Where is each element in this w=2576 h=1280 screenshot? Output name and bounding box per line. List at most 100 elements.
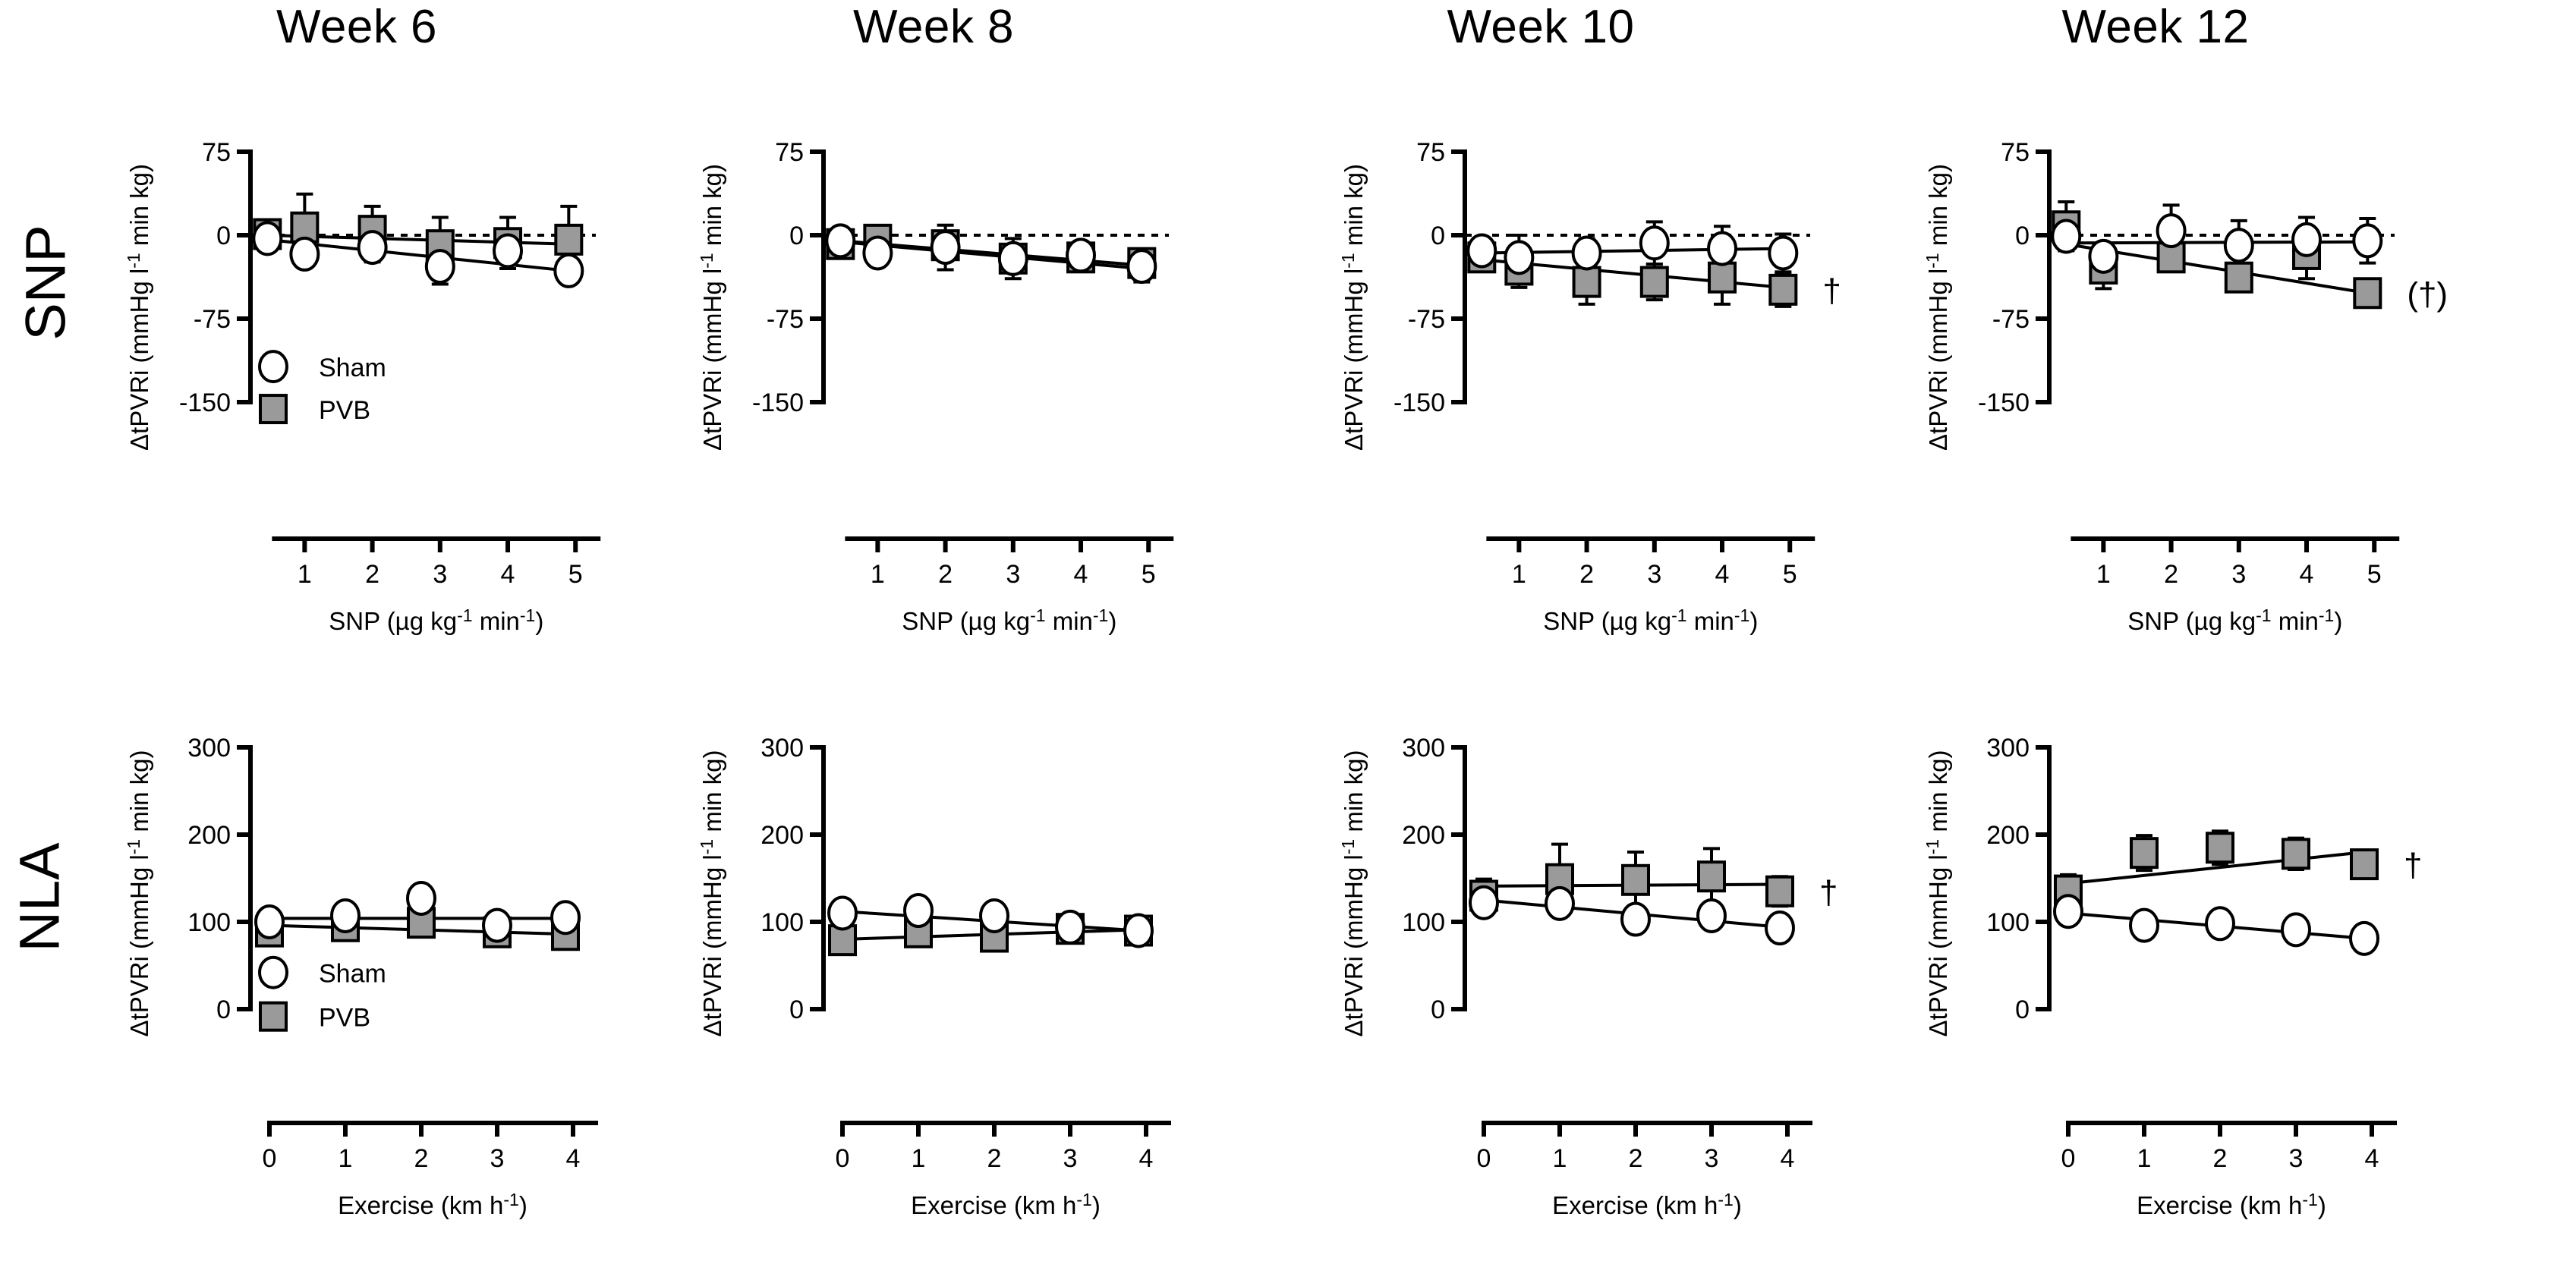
data-point-pvb xyxy=(2353,277,2382,310)
x-tick-label: 3 xyxy=(433,560,447,589)
chart-snp-week8: 75 0 -75 -150 ΔtPVRi (mmHg l-1 min kg) 1 2 3 4 5S… xyxy=(697,138,1174,635)
y-axis-title: ΔtPVRi (mmHg l-1 min kg) xyxy=(1923,750,1952,1036)
data-point-pvb xyxy=(2206,832,2234,864)
y-axis-title: ΔtPVRi (mmHg l-1 min kg) xyxy=(1338,164,1368,451)
y-tick-label: 0 xyxy=(789,222,804,250)
data-point-sham xyxy=(493,233,524,269)
data-point-sham xyxy=(482,907,512,943)
legend-label-sham: Sham xyxy=(319,960,386,989)
y-tick-label: 0 xyxy=(216,995,231,1024)
data-point-sham xyxy=(1620,901,1651,937)
x-tick-label: 5 xyxy=(568,560,583,589)
x-axis-title: SNP (µg kg-1 min-1) xyxy=(1543,605,1758,635)
data-point-pvb xyxy=(1765,875,1794,907)
fit-line-sham xyxy=(267,237,569,272)
y-axis-title: ΔtPVRi (mmHg l-1 min kg) xyxy=(1923,164,1952,451)
column-title-week6: Week 6 xyxy=(276,1,438,53)
x-tick-label: 3 xyxy=(1063,1144,1078,1173)
legend-marker-pvb xyxy=(259,394,288,425)
panel-snp-week12: 75 0 -75 -150 ΔtPVRi (mmHg l-1 min kg) 1 2 3 4 5 S… xyxy=(1860,129,2516,653)
x-tick-label: 2 xyxy=(1629,1144,1643,1173)
x-tick-label: 3 xyxy=(1705,1144,1719,1173)
data-point-sham xyxy=(903,893,934,929)
panel-snp-week6: 75 0 -75 -150 ΔtPVRi (mmHg l-1 min kg) 1 2 3 4 5 S… xyxy=(61,129,717,653)
data-point-sham xyxy=(1504,240,1535,275)
x-tick-label: 3 xyxy=(1647,560,1661,589)
data-point-sham xyxy=(2223,228,2254,263)
x-tick-label: 5 xyxy=(1783,560,1797,589)
x-tick-label: 1 xyxy=(2096,560,2111,589)
data-point-sham xyxy=(1571,235,1602,271)
x-tick-label: 4 xyxy=(1715,560,1730,589)
data-point-pvb xyxy=(1621,863,1650,896)
x-tick-label: 0 xyxy=(1477,1144,1491,1173)
y-tick-label: -75 xyxy=(194,305,231,334)
x-axis-title: SNP (µg kg-1 min-1) xyxy=(902,605,1116,635)
x-tick-label: 4 xyxy=(1074,560,1088,589)
legend-label-sham: Sham xyxy=(319,354,386,382)
data-point-sham xyxy=(289,236,320,272)
data-point-sham xyxy=(1639,225,1670,261)
data-point-pvb xyxy=(1572,266,1601,298)
data-point-sham xyxy=(1765,910,1795,946)
data-point-sham xyxy=(1126,249,1157,285)
x-tick-label: 4 xyxy=(1781,1144,1795,1173)
y-axis-title: ΔtPVRi (mmHg l-1 min kg) xyxy=(1338,750,1368,1036)
data-point-sham xyxy=(1466,233,1497,269)
y-tick-label: 200 xyxy=(761,821,804,850)
y-tick-label: 75 xyxy=(775,138,804,167)
data-point-pvb xyxy=(1639,266,1669,298)
y-tick-label: -150 xyxy=(752,388,804,417)
y-tick-label: 200 xyxy=(1402,821,1445,850)
y-tick-label: 0 xyxy=(216,222,231,250)
x-tick-label: 4 xyxy=(566,1144,581,1173)
chart-nla-week10: 300 200 100 0 ΔtPVRi (mmHg l-1 min kg) 0 1 2 3 4 E… xyxy=(1338,734,1838,1219)
y-tick-label: 100 xyxy=(1986,908,2030,937)
y-tick-label: 75 xyxy=(202,138,231,167)
x-tick-label: 2 xyxy=(414,1144,429,1173)
legend-marker-sham xyxy=(258,955,288,989)
data-point-sham xyxy=(553,253,584,288)
data-point-sham xyxy=(406,880,436,916)
data-point-sham xyxy=(827,895,858,931)
x-tick-label: 1 xyxy=(912,1144,926,1173)
x-tick-label: 4 xyxy=(2300,560,2314,589)
panel-nla-week12: 300 200 100 0 ΔtPVRi (mmHg l-1 min kg) 0 1 2 3 4 E… xyxy=(1860,725,2516,1260)
data-point-pvb xyxy=(1697,860,1726,893)
x-tick-label: 1 xyxy=(339,1144,353,1173)
chart-nla-week12: 300 200 100 0 ΔtPVRi (mmHg l-1 min kg) 0 1 2 3 4 E… xyxy=(1923,734,2422,1219)
y-tick-label: 100 xyxy=(1402,908,1445,937)
data-point-sham xyxy=(330,898,361,933)
data-point-sham xyxy=(2051,219,2082,254)
y-tick-label: 0 xyxy=(789,995,804,1024)
data-point-sham xyxy=(1123,913,1154,948)
x-tick-label: 0 xyxy=(263,1144,277,1173)
data-point-sham xyxy=(1707,231,1738,266)
chart-snp-week10: 75 0 -75 -150 ΔtPVRi (mmHg l-1 min kg) 1 2 3 4 5S… xyxy=(1338,138,1841,635)
x-tick-label: 3 xyxy=(490,1144,505,1173)
data-point-pvb xyxy=(1708,261,1737,294)
legend-marker-pvb xyxy=(259,1001,288,1032)
x-tick-label: 1 xyxy=(871,560,885,589)
panel-snp-week10: 75 0 -75 -150 ΔtPVRi (mmHg l-1 min kg) 1 2 3 4 5 S… xyxy=(1275,129,1932,653)
data-point-sham xyxy=(2129,907,2159,943)
y-tick-label: -150 xyxy=(1978,388,2030,417)
chart-snp-week12: 75 0 -75 -150 ΔtPVRi (mmHg l-1 min kg) 1 2 3 4 5S… xyxy=(1923,138,2448,635)
y-axis-title: ΔtPVRi (mmHg l-1 min kg) xyxy=(124,750,153,1036)
data-point-sham xyxy=(862,235,893,271)
x-tick-label: 2 xyxy=(987,1144,1002,1173)
chart-nla-week6: 300 200 100 0 ΔtPVRi (mmHg l-1 min kg) 0 1 2 3 4 E… xyxy=(124,734,598,1219)
y-tick-label: 75 xyxy=(1416,138,1445,167)
data-point-sham xyxy=(979,898,1009,933)
data-point-sham xyxy=(2281,912,2311,948)
y-axis-title: ΔtPVRi (mmHg l-1 min kg) xyxy=(124,164,153,451)
y-tick-label: -75 xyxy=(767,305,804,334)
x-tick-label: 1 xyxy=(298,560,312,589)
x-tick-label: 1 xyxy=(2137,1144,2152,1173)
x-tick-label: 2 xyxy=(938,560,953,589)
y-tick-label: 200 xyxy=(1986,821,2030,850)
data-point-sham xyxy=(1055,909,1085,945)
x-tick-label: 5 xyxy=(2367,560,2382,589)
y-tick-label: 0 xyxy=(1431,222,1445,250)
data-point-sham xyxy=(550,900,581,936)
